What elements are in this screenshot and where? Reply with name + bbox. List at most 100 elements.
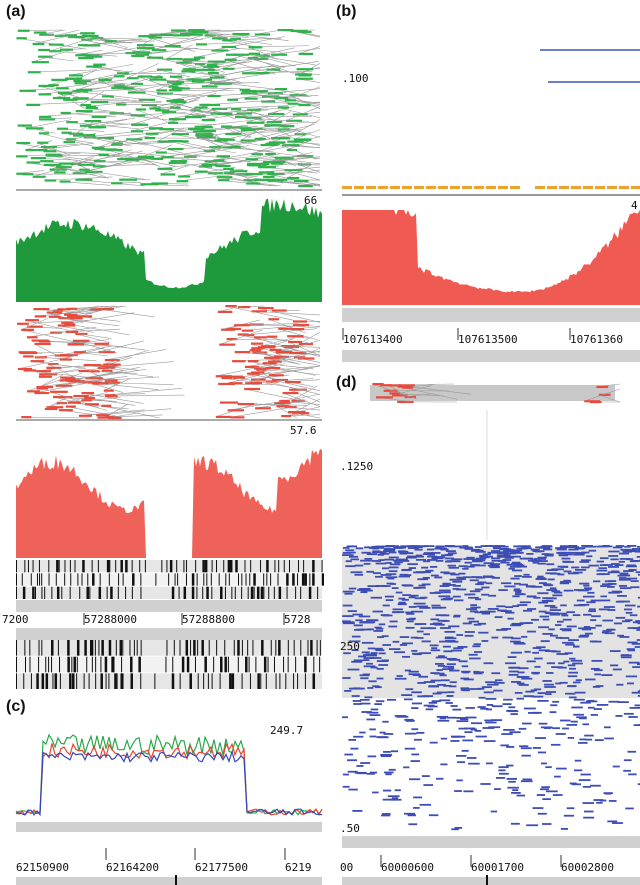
read-link — [68, 367, 140, 382]
read — [411, 652, 422, 655]
read — [534, 665, 541, 668]
read — [236, 173, 254, 176]
read-link — [219, 329, 263, 345]
read-pile — [370, 385, 615, 401]
read — [398, 601, 406, 604]
read — [636, 545, 640, 548]
read-link — [53, 157, 94, 173]
read — [370, 666, 378, 669]
read — [482, 553, 491, 556]
variant-mark — [48, 656, 50, 673]
read — [198, 136, 217, 139]
read — [190, 68, 205, 71]
read — [161, 156, 175, 159]
read — [481, 586, 490, 589]
read-link — [193, 48, 240, 58]
read — [560, 580, 572, 583]
read — [437, 683, 446, 686]
read-link — [246, 110, 280, 123]
read — [568, 545, 578, 547]
read — [545, 650, 557, 653]
variant-mark — [174, 573, 176, 586]
read — [576, 552, 586, 555]
read — [465, 707, 475, 709]
read — [491, 636, 499, 639]
read — [440, 548, 449, 551]
variant-mark — [168, 573, 170, 586]
read — [247, 162, 260, 165]
read — [256, 368, 267, 371]
read-link — [201, 109, 269, 121]
read — [552, 727, 560, 730]
read-link — [97, 308, 155, 318]
read — [545, 691, 556, 693]
read — [595, 624, 602, 627]
read — [629, 614, 638, 617]
read — [440, 571, 450, 574]
read — [244, 387, 261, 391]
read-link — [230, 146, 310, 158]
read — [274, 96, 289, 100]
read — [439, 717, 447, 720]
read-link — [155, 99, 199, 111]
variant-mark — [247, 586, 249, 599]
read — [411, 610, 423, 613]
read — [16, 141, 31, 145]
read — [414, 637, 424, 639]
read — [375, 562, 387, 565]
variant-mark — [104, 656, 108, 673]
read — [351, 695, 360, 697]
read — [630, 586, 640, 589]
read — [399, 552, 407, 555]
read — [504, 557, 514, 559]
read — [451, 560, 461, 563]
read — [256, 71, 270, 75]
read — [405, 626, 415, 629]
read — [627, 649, 636, 652]
variant-mark — [86, 656, 88, 673]
read — [491, 557, 501, 560]
read — [505, 606, 514, 609]
read — [451, 558, 463, 561]
read — [496, 629, 508, 631]
read — [569, 551, 581, 554]
read — [598, 393, 611, 396]
read — [384, 595, 394, 598]
read — [612, 668, 622, 671]
read — [470, 604, 478, 607]
read — [604, 580, 614, 583]
read — [544, 686, 556, 688]
read — [67, 343, 84, 346]
read — [531, 695, 544, 698]
read — [497, 552, 506, 555]
variant-mark — [58, 560, 60, 573]
read — [240, 139, 256, 142]
read — [268, 318, 280, 321]
read-link — [26, 378, 64, 392]
tick-label: 10761360 — [570, 333, 623, 346]
read — [623, 712, 634, 715]
read — [202, 103, 221, 107]
read — [440, 763, 448, 766]
read — [190, 109, 201, 112]
variant-mark — [287, 656, 289, 673]
read — [261, 100, 276, 103]
read-link — [224, 59, 276, 75]
read-link — [255, 401, 300, 409]
read — [471, 558, 479, 561]
read-link — [294, 66, 321, 75]
read — [93, 160, 106, 163]
read — [168, 118, 186, 121]
read — [170, 106, 181, 109]
read — [602, 545, 610, 547]
read — [579, 717, 587, 720]
read — [450, 705, 458, 707]
read — [538, 722, 548, 725]
read — [503, 728, 515, 731]
read — [390, 798, 402, 801]
read — [507, 656, 517, 658]
read — [98, 153, 109, 157]
read — [514, 582, 521, 585]
read — [39, 340, 51, 343]
read — [17, 124, 33, 127]
